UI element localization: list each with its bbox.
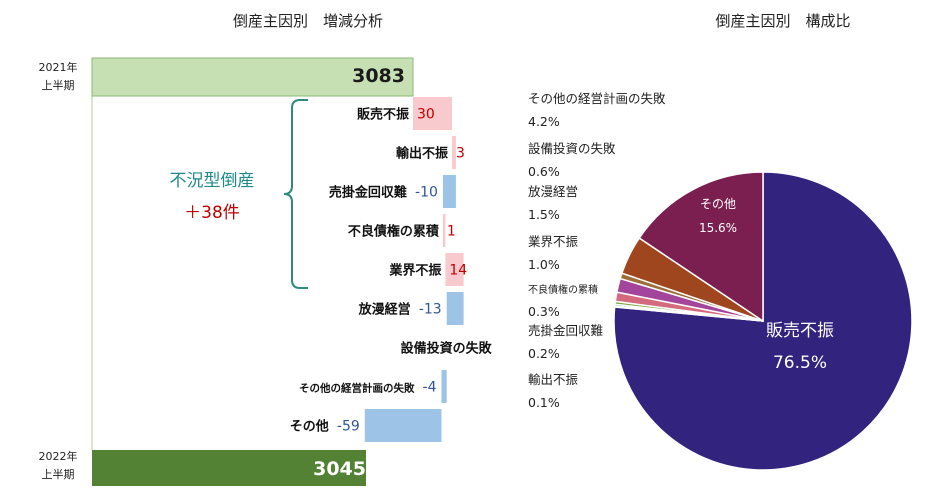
end-label-period: 上半期: [42, 467, 75, 481]
waterfall-category-label: 不良債権の累積: [348, 224, 440, 240]
pie-outside-label-value: 0.6%: [528, 164, 560, 179]
waterfall-value-label: -59: [337, 419, 360, 435]
pie-outside-label-name: 不良債権の累積: [528, 283, 598, 296]
waterfall-bar-decrease: [442, 175, 456, 208]
pie-chart: 倒産主因別 構成比 販売不振 76.5% その他 15.6% その他の経営計画の…: [528, 12, 913, 471]
waterfall-category-label: その他: [290, 419, 329, 435]
pie-outside-label-name: 業界不振: [528, 234, 579, 249]
waterfall-value-label: 3: [456, 146, 465, 162]
waterfall-category-label: 業界不振: [388, 263, 441, 279]
waterfall-bar-increase: [452, 136, 456, 169]
waterfall-value-label: 14: [449, 263, 467, 279]
waterfall-category-label: 輸出不振: [396, 146, 448, 162]
waterfall-title: 倒産主因別 増減分析: [233, 12, 383, 30]
pie-label-main-value: 76.5%: [773, 353, 827, 373]
start-bar-value: 3083: [352, 65, 405, 87]
pie-outside-label-value: 0.2%: [528, 346, 560, 361]
pie-outside-label-value: 4.2%: [528, 114, 560, 129]
pie-label-main-name: 販売不振: [766, 321, 834, 341]
waterfall-category-label: 販売不振: [357, 107, 409, 123]
start-label-year: 2021年: [39, 60, 78, 74]
pie-outside-label-value: 0.3%: [528, 304, 560, 319]
group-bracket: [283, 99, 308, 289]
waterfall-bar-decrease: [441, 370, 447, 403]
waterfall-value-label: 1: [447, 224, 456, 240]
pie-outside-label-name: 設備投資の失敗: [528, 141, 616, 156]
waterfall-category-label: その他の経営計画の失敗: [299, 382, 415, 395]
end-label-year: 2022年: [39, 449, 78, 463]
waterfall-bars: 30 販売不振 3 輸出不振 -10 売掛金回収難 1 不良債権の累積 14 業界不振 -13 放漫経…: [290, 97, 493, 442]
waterfall-category-label: 売掛金回収難: [329, 185, 407, 201]
end-bar-value: 3045: [313, 458, 366, 480]
pie-slice: [638, 171, 764, 323]
pie-outside-label-name: 輸出不振: [528, 372, 579, 387]
start-label-period: 上半期: [42, 78, 75, 92]
pie-label-other-value: 15.6%: [699, 221, 737, 235]
pie-outside-label-name: 売掛金回収難: [528, 323, 603, 338]
waterfall-bar-increase: [413, 97, 452, 130]
waterfall-bar-increase: [445, 253, 464, 286]
waterfall-category-label: 放漫経営: [358, 302, 411, 318]
pie-outside-label-name: 放漫経営: [528, 184, 578, 199]
pie-outside-label-value: 1.0%: [528, 257, 560, 272]
pie-slices: [613, 171, 913, 471]
waterfall-chart: 倒産主因別 増減分析 2021年 上半期 3083 2022年 上半期 3045…: [39, 12, 493, 486]
group-annotation-value: ＋38件: [184, 203, 240, 223]
waterfall-value-label: -10: [415, 185, 438, 201]
waterfall-bar-decrease: [446, 292, 464, 325]
pie-outside-labels: その他の経営計画の失敗 4.2% 設備投資の失敗 0.6% 放漫経営 1.5% 業界不振 1.…: [528, 91, 666, 410]
pie-outside-label-value: 0.1%: [528, 395, 560, 410]
pie-outside-label-value: 1.5%: [528, 207, 560, 222]
waterfall-value-label: -13: [419, 302, 442, 318]
waterfall-bar-increase: [442, 214, 446, 247]
end-bar: [92, 450, 366, 486]
waterfall-value-label: -4: [423, 380, 437, 396]
pie-outside-label-name: その他の経営計画の失敗: [528, 91, 666, 106]
pie-label-other-name: その他: [700, 197, 736, 211]
waterfall-bar-decrease: [364, 409, 442, 442]
start-bar: [91, 57, 414, 97]
group-annotation-label: 不況型倒産: [170, 171, 255, 191]
pie-title: 倒産主因別 構成比: [715, 12, 850, 30]
waterfall-category-label: 設備投資の失敗: [401, 341, 493, 357]
waterfall-value-label: 30: [417, 107, 435, 123]
